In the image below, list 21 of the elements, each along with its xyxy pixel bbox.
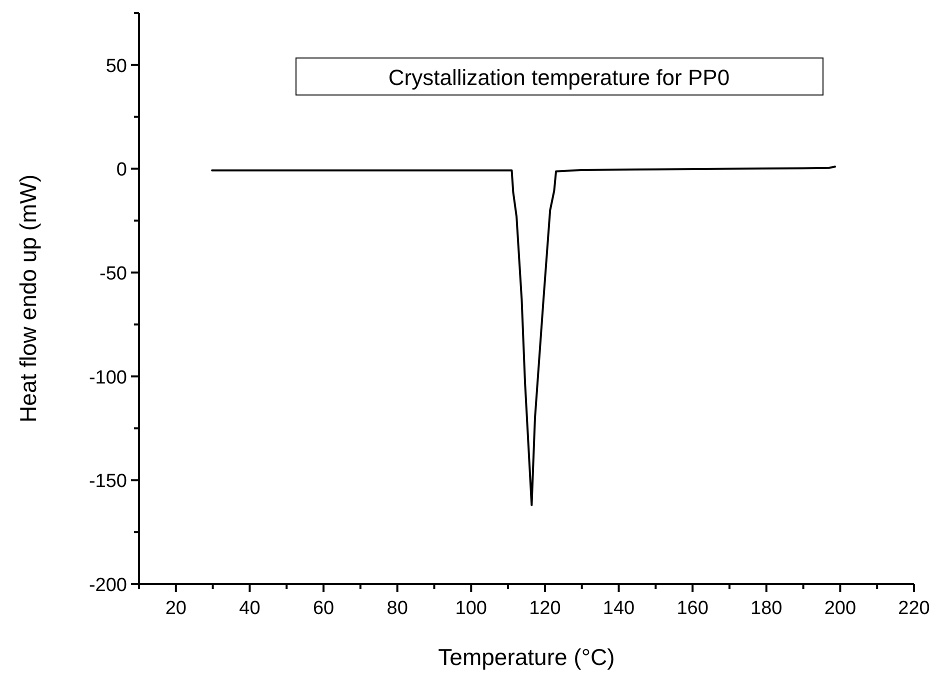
x-tick-label: 140 bbox=[602, 598, 635, 619]
y-tick-label: -150 bbox=[88, 471, 127, 492]
x-tick-label: 80 bbox=[386, 598, 408, 619]
x-tick-label: 160 bbox=[676, 598, 708, 619]
x-axis-title: Temperature (°C) bbox=[438, 644, 615, 670]
text: Crystallization temperature for PP0 bbox=[388, 65, 730, 90]
y-tick-label: 50 bbox=[106, 56, 127, 77]
x-tick-label: 20 bbox=[165, 598, 186, 619]
x-tick-label: 40 bbox=[239, 598, 260, 619]
y-tick-label: -100 bbox=[88, 367, 127, 388]
y-tick-label: -50 bbox=[100, 264, 127, 285]
y-tick-label: 0 bbox=[116, 160, 127, 181]
y-tick-label: -200 bbox=[88, 575, 127, 596]
line-series bbox=[211, 166, 836, 506]
x-tick-label: 100 bbox=[455, 598, 487, 619]
x-tick-label: 200 bbox=[824, 598, 856, 619]
x-tick-label: 60 bbox=[312, 598, 334, 619]
x-tick-label: 220 bbox=[898, 598, 930, 619]
x-tick-label: 180 bbox=[750, 598, 782, 619]
x-tick-label: 120 bbox=[529, 598, 561, 619]
y-axis-title: Heat flow endo up (mW) bbox=[15, 174, 41, 422]
